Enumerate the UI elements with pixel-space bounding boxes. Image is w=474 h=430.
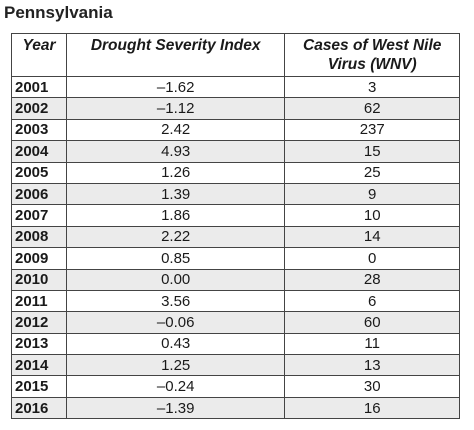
drought-index-cell: 1.86 [65,204,286,227]
wnv-cases-cell: 13 [284,354,460,377]
table-row: 2001 –1.62 3 [11,75,460,99]
header-wnv-cases: Cases of West Nile Virus (WNV) [284,33,460,77]
table-title: Pennsylvania [4,3,113,22]
drought-index-cell: 2.42 [65,118,286,142]
header-drought-severity-index: Drought Severity Index [65,33,286,77]
drought-index-cell: 1.26 [65,161,286,184]
table-row: 2012 –0.06 60 [11,311,460,334]
wnv-cases-cell: 25 [284,161,460,184]
table-row: 2015 –0.24 30 [11,375,460,398]
table-body: 2001 –1.62 3 2002 –1.12 62 2003 2.42 237 2004 4.93… [11,75,460,420]
year-cell: 2003 [11,118,67,142]
drought-index-cell: 0.00 [65,268,286,291]
year-cell: 2006 [11,182,67,206]
wnv-cases-cell: 3 [284,75,460,99]
wnv-cases-cell: 16 [284,396,460,420]
wnv-cases-cell: 14 [284,225,460,249]
table-row: 2007 1.86 10 [11,204,460,227]
data-table: Year Drought Severity Index Cases of Wes… [11,33,460,420]
year-cell: 2004 [11,140,67,163]
table-row: 2014 1.25 13 [11,354,460,377]
table-row: 2010 0.00 28 [11,268,460,291]
table-row: 2011 3.56 6 [11,289,460,313]
drought-index-cell: 1.39 [65,182,286,206]
table-row: 2016 –1.39 16 [11,396,460,420]
drought-index-cell: 0.85 [65,247,286,270]
drought-index-cell: –1.39 [65,396,286,420]
table-row: 2006 1.39 9 [11,182,460,206]
drought-index-cell: –1.12 [65,97,286,120]
year-cell: 2011 [11,289,67,313]
wnv-cases-cell: 10 [284,204,460,227]
table-row: 2004 4.93 15 [11,140,460,163]
year-cell: 2016 [11,396,67,420]
year-cell: 2012 [11,311,67,334]
wnv-cases-cell: 28 [284,268,460,291]
year-cell: 2015 [11,375,67,398]
drought-index-cell: –1.62 [65,75,286,99]
table-row: 2003 2.42 237 [11,118,460,142]
wnv-cases-cell: 15 [284,140,460,163]
drought-index-cell: 0.43 [65,332,286,356]
year-cell: 2007 [11,204,67,227]
drought-index-cell: –0.06 [65,311,286,334]
wnv-cases-cell: 237 [284,118,460,142]
drought-index-cell: 2.22 [65,225,286,249]
year-cell: 2008 [11,225,67,249]
table-row: 2009 0.85 0 [11,247,460,270]
wnv-cases-cell: 0 [284,247,460,270]
table-row: 2005 1.26 25 [11,161,460,184]
year-cell: 2005 [11,161,67,184]
table-row: 2008 2.22 14 [11,225,460,249]
wnv-cases-cell: 62 [284,97,460,120]
table-row: 2013 0.43 11 [11,332,460,356]
wnv-cases-cell: 60 [284,311,460,334]
year-cell: 2009 [11,247,67,270]
table-row: 2002 –1.12 62 [11,97,460,120]
drought-index-cell: –0.24 [65,375,286,398]
year-cell: 2010 [11,268,67,291]
year-cell: 2013 [11,332,67,356]
wnv-cases-cell: 6 [284,289,460,313]
header-year: Year [11,33,67,77]
header-row: Year Drought Severity Index Cases of Wes… [11,33,460,77]
year-cell: 2002 [11,97,67,120]
wnv-cases-cell: 9 [284,182,460,206]
year-cell: 2001 [11,75,67,99]
wnv-cases-cell: 30 [284,375,460,398]
drought-index-cell: 1.25 [65,354,286,377]
year-cell: 2014 [11,354,67,377]
drought-index-cell: 4.93 [65,140,286,163]
wnv-cases-cell: 11 [284,332,460,356]
drought-index-cell: 3.56 [65,289,286,313]
